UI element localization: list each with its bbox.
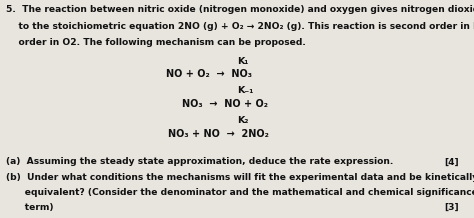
Text: [4]: [4] <box>444 157 459 166</box>
Text: to the stoichiometric equation 2NO (g) + O₂ → 2NO₂ (g). This reaction is second : to the stoichiometric equation 2NO (g) +… <box>6 22 474 31</box>
Text: 5.  The reaction between nitric oxide (nitrogen monoxide) and oxygen gives nitro: 5. The reaction between nitric oxide (ni… <box>6 5 474 14</box>
Text: NO₃ + NO  →  2NO₂: NO₃ + NO → 2NO₂ <box>168 129 269 139</box>
Text: K₁: K₁ <box>237 57 248 66</box>
Text: K₋₁: K₋₁ <box>237 86 254 95</box>
Text: (a)  Assuming the steady state approximation, deduce the rate expression.: (a) Assuming the steady state approximat… <box>6 157 393 166</box>
Text: (b)  Under what conditions the mechanisms will fit the experimental data and be : (b) Under what conditions the mechanisms… <box>6 173 474 182</box>
Text: equivalent? (Consider the denominator and the mathematical and chemical signific: equivalent? (Consider the denominator an… <box>6 188 474 197</box>
Text: NO + O₂  →  NO₃: NO + O₂ → NO₃ <box>166 69 252 79</box>
Text: term): term) <box>6 203 53 212</box>
Text: K₂: K₂ <box>237 116 248 125</box>
Text: order in O2. The following mechanism can be proposed.: order in O2. The following mechanism can… <box>6 38 306 47</box>
Text: NO₃  →  NO + O₂: NO₃ → NO + O₂ <box>182 99 268 109</box>
Text: [3]: [3] <box>444 203 459 212</box>
